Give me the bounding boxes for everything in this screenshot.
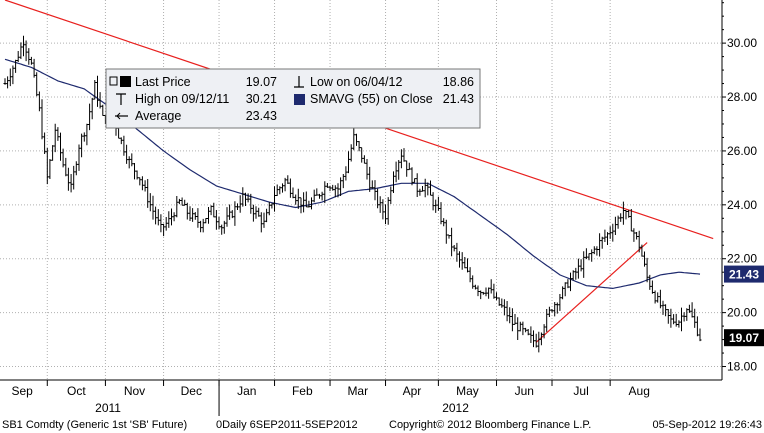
legend-high-value: 30.21 <box>246 92 277 106</box>
legend: Last Price 19.07 High on 09/12/11 30.21 … <box>105 68 481 129</box>
x-year-label: 2011 <box>95 401 121 415</box>
x-month-label: Feb <box>292 384 313 398</box>
legend-average-value: 23.43 <box>246 109 277 123</box>
legend-last-price-icon <box>109 76 118 86</box>
legend-smavg-value: 21.43 <box>443 92 474 106</box>
legend-high-label: High on 09/12/11 <box>135 92 229 106</box>
footer-ticker: SB1 Comdty (Generic 1st 'SB' Future) <box>2 419 187 431</box>
legend-last-price-value: 19.07 <box>246 75 277 89</box>
legend-low-label: Low on 06/04/12 <box>310 75 402 89</box>
x-month-label: Dec <box>181 384 202 398</box>
footer-timestamp: 05-Sep-2012 19:26:43 <box>653 419 762 431</box>
x-month-label: Jul <box>573 384 588 398</box>
x-month-label: Jun <box>515 384 534 398</box>
legend-box <box>105 68 481 129</box>
legend-smavg-label: SMAVG (55) on Close <box>310 92 433 106</box>
y-tick-label: 28.00 <box>727 90 757 104</box>
x-month-label: Sep <box>11 384 33 398</box>
footer-range: 0Daily 6SEP2011-5SEP2012 <box>216 419 358 431</box>
y-tick-label: 18.00 <box>727 360 757 374</box>
last-price-tag-label: 19.07 <box>729 331 759 345</box>
smavg-tag: 21.43 <box>724 265 764 283</box>
footer-copyright: Copyright© 2012 Bloomberg Finance L.P. <box>389 419 591 431</box>
x-year-label: 2012 <box>442 401 469 415</box>
y-tick-label: 22.00 <box>727 252 757 266</box>
last-price-tag: 19.07 <box>724 329 764 347</box>
legend-last-price-swatch <box>120 76 131 87</box>
x-month-label: Oct <box>67 384 86 398</box>
y-tick-label: 30.00 <box>727 36 757 50</box>
x-axis: Sep Oct Nov Dec Jan Feb Mar Apr May Jun Jul Aug 2011… <box>11 380 650 416</box>
smavg-tag-label: 21.43 <box>729 268 759 282</box>
legend-average-arrow-icon <box>116 112 121 120</box>
legend-high-icon <box>116 93 126 105</box>
x-month-label: Nov <box>124 384 145 398</box>
y-axis: 18.00 20.00 22.00 24.00 26.00 28.00 30.00 <box>722 2 757 374</box>
x-month-label: Jan <box>237 384 256 398</box>
x-month-label: May <box>456 384 479 398</box>
legend-average-label: Average <box>135 109 181 123</box>
y-tick-label: 20.00 <box>727 306 757 320</box>
legend-low-value: 18.86 <box>443 75 474 89</box>
x-month-label: Apr <box>403 384 422 398</box>
footer: SB1 Comdty (Generic 1st 'SB' Future) 0Da… <box>2 419 762 431</box>
y-tick-label: 24.00 <box>727 198 757 212</box>
legend-smavg-swatch <box>294 94 305 105</box>
x-month-label: Mar <box>347 384 368 398</box>
grid-lines <box>0 0 722 380</box>
y-tick-label: 26.00 <box>727 144 757 158</box>
price-series-bars <box>3 35 702 353</box>
legend-last-price-label: Last Price <box>135 75 191 89</box>
trendline <box>535 242 648 343</box>
smavg-tag-box <box>724 265 764 283</box>
x-month-label: Aug <box>629 384 650 398</box>
last-price-tag-box <box>724 329 764 347</box>
legend-low-icon <box>294 76 304 88</box>
